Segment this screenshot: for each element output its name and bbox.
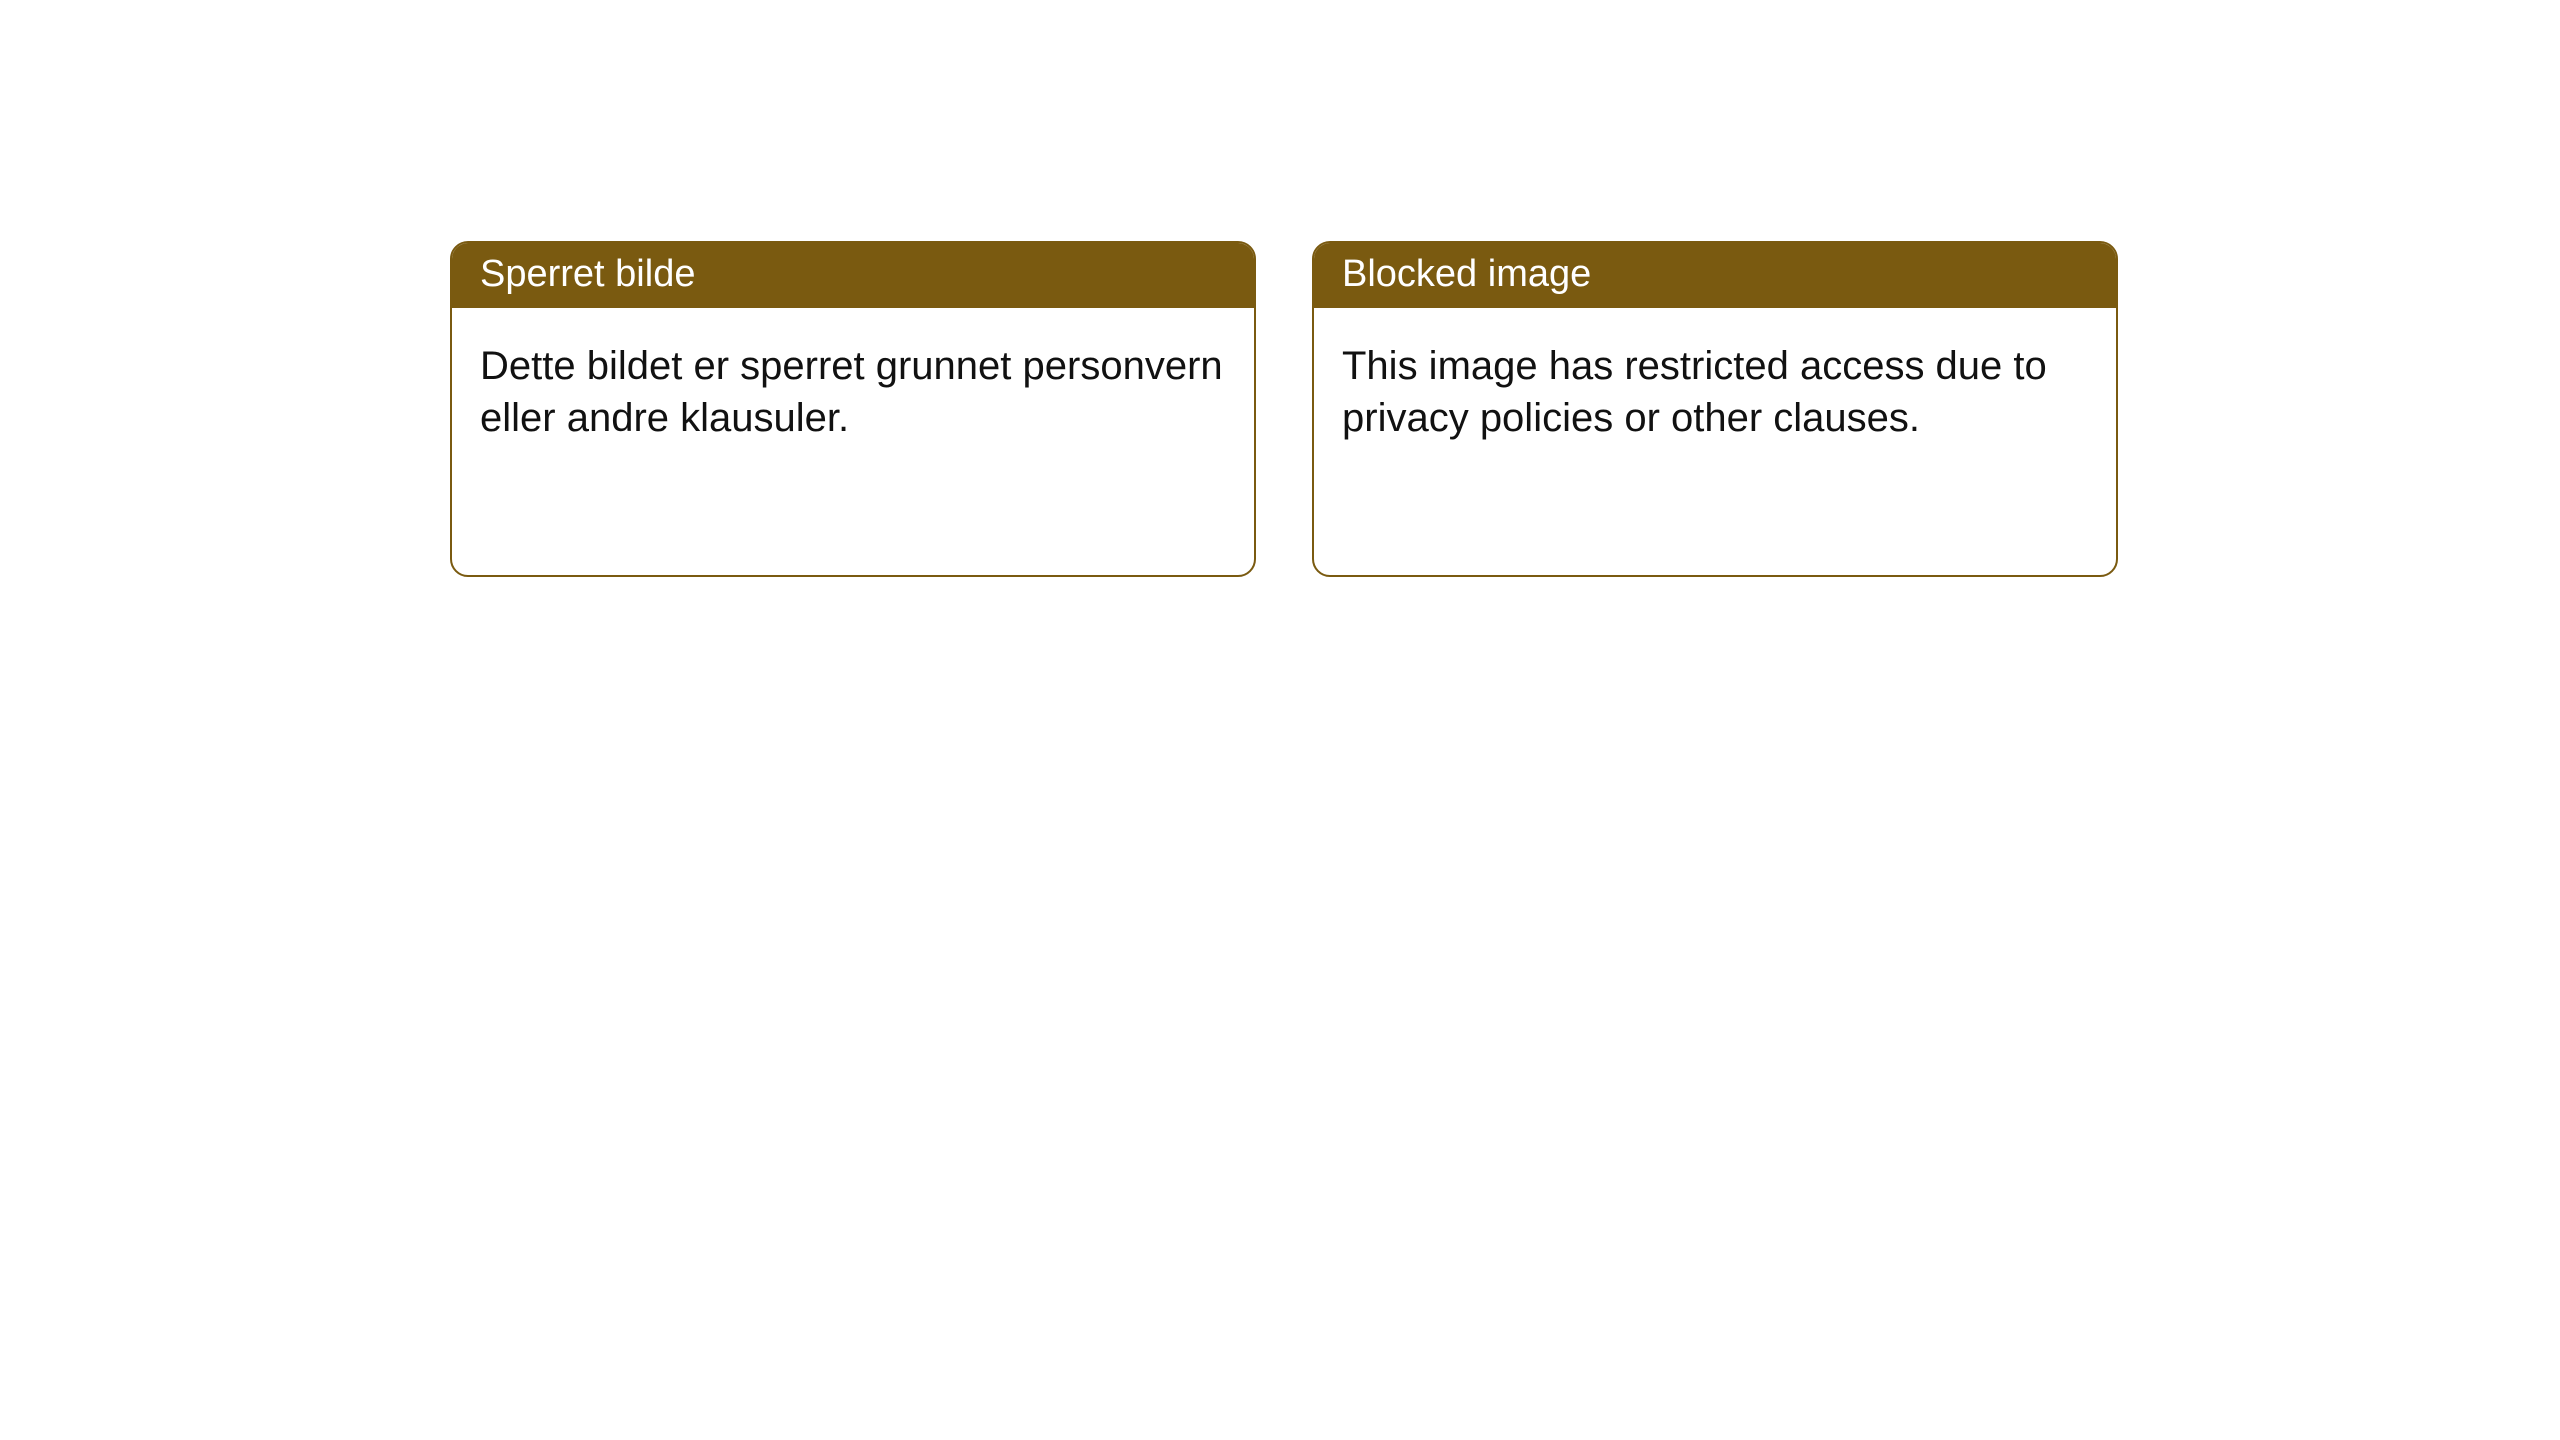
notice-card-title: Blocked image xyxy=(1314,243,2116,308)
notice-card-en: Blocked image This image has restricted … xyxy=(1312,241,2118,577)
notice-card-body: Dette bildet er sperret grunnet personve… xyxy=(452,308,1254,476)
notice-container: Sperret bilde Dette bildet er sperret gr… xyxy=(0,0,2560,577)
notice-card-body: This image has restricted access due to … xyxy=(1314,308,2116,476)
notice-card-no: Sperret bilde Dette bildet er sperret gr… xyxy=(450,241,1256,577)
notice-card-title: Sperret bilde xyxy=(452,243,1254,308)
